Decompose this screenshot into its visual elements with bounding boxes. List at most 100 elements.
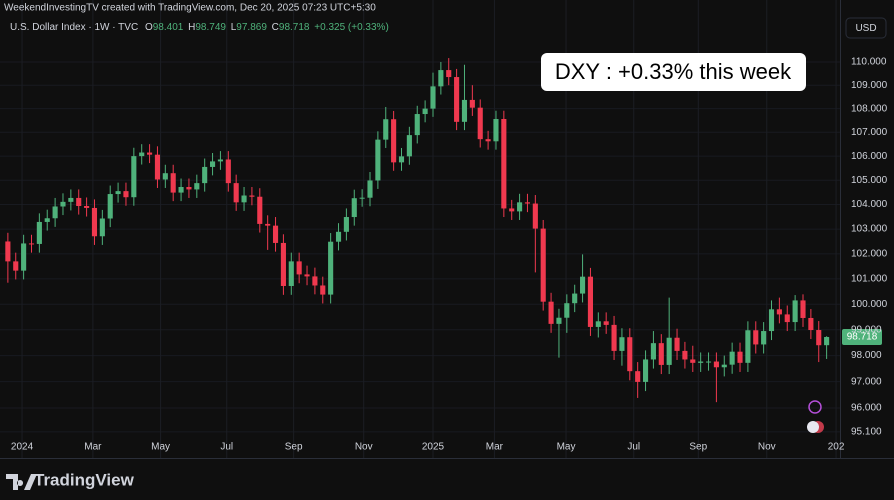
ohlc-value: 97.869 [236,22,267,33]
candle-body [564,303,570,318]
candle-body [517,202,523,212]
candle-body [225,159,231,184]
last-price-tag [842,329,882,346]
candle-body [170,173,176,193]
candle-body [265,223,271,226]
y-tick-label: 99.000 [851,324,882,335]
candle-body [524,202,531,204]
event-icon[interactable] [808,400,822,414]
x-tick-label: Nov [355,442,373,453]
candle-body [296,261,302,275]
candle-body [398,156,405,163]
x-tick-label: Jul [627,442,640,453]
x-tick-label: 2024 [11,442,34,453]
candle-body [194,183,200,190]
candle-body [454,77,460,122]
y-tick-label: 105.000 [851,175,888,186]
candle-body [461,99,468,122]
candle-body [154,154,161,180]
annotation-box [541,53,806,91]
candle-body [147,152,153,155]
flag-icon[interactable] [807,421,819,433]
candle-body [375,139,381,181]
candle-body [13,261,19,271]
candle-body [682,350,688,360]
candle-body [36,221,42,244]
candle-body [422,108,428,115]
candle-body [658,343,664,365]
candle-body [580,276,586,294]
x-tick-label: May [151,442,170,453]
candle-body [131,156,137,198]
candle-body [76,197,82,207]
candle-body [233,183,239,203]
candle-body [635,371,641,382]
brand-logo [6,474,37,490]
candle-body [485,139,491,142]
y-tick-label: 101.000 [851,274,888,285]
candle-body [587,276,593,327]
y-tick-label: 110.000 [851,57,887,68]
candle-body [257,196,263,224]
x-tick-label: Sep [285,442,303,453]
candle-body [178,187,184,193]
x-tick-label: Mar [486,442,504,453]
ohlc-value: 98.401 [153,22,184,33]
candle-body [217,159,223,162]
candle-body [721,364,727,368]
candle-body [202,166,208,184]
x-tick-label: Jul [220,442,233,453]
candle-body [367,180,373,198]
candle-body [745,330,751,363]
candle-body [288,261,294,286]
candle-body [107,194,113,219]
y-tick-label: 106.000 [851,151,888,162]
grid [0,0,840,458]
currency-button[interactable] [845,17,887,39]
symbol-title: U.S. Dollar Index · 1W · TVC [10,22,138,33]
candle-body [328,241,334,295]
candle-body [84,206,90,208]
ohlc-label: L [231,22,237,33]
candle-body [501,118,507,209]
candle-body [320,285,326,295]
candle-body [414,114,420,136]
y-tick-label: 100.000 [851,299,888,310]
change: +0.325 (+0.33%) [314,22,389,33]
candle-body [595,321,601,327]
candle-body [698,361,704,363]
watermark: WeekendInvestingTV created with TradingV… [4,3,376,14]
candle-body [280,242,286,286]
ohlc-label: H [188,22,195,33]
ohlc-label: O [145,22,153,33]
candle-body [572,293,578,304]
candle-body [619,337,625,351]
candle-body [241,195,247,203]
y-tick-label: 96.000 [851,403,882,414]
candle-body [186,187,192,190]
candle-body [816,330,822,346]
candle-body [548,301,554,324]
candle-body [690,359,696,363]
candle-body [705,361,712,363]
candle-body [312,276,318,286]
candle-body [713,361,719,368]
candle-body [123,191,129,198]
candle-body [642,359,649,382]
candle-body [28,243,35,245]
candle-body [335,231,342,242]
candle-body [808,317,814,331]
candle-body [343,217,349,232]
last-price-label: 98.718 [847,332,878,343]
candle-body [532,203,538,229]
time-axis: 2024 Mar May Jul Sep Nov 2025 Mar May Jul Sep Nov 20… [11,442,845,453]
candle-body [469,99,475,108]
x-tick-label: 2025 [422,442,445,453]
candle-body [52,206,58,219]
candle-body [5,241,11,262]
candle-body [91,207,98,237]
y-tick-label: 98.000 [851,350,882,361]
currency[interactable]: USD [855,23,876,34]
candle-body [139,152,145,157]
